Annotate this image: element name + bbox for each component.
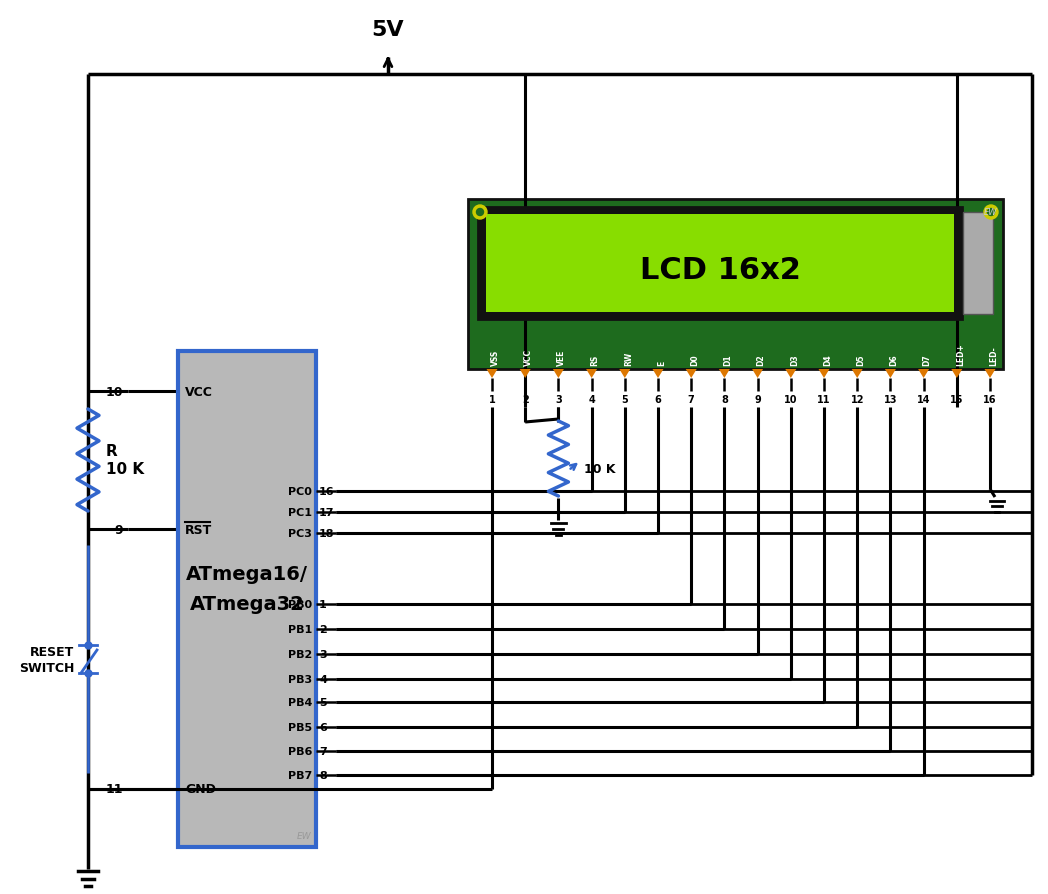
Text: PB3: PB3 [288, 674, 312, 684]
Text: D5: D5 [856, 354, 866, 366]
Text: GND: GND [185, 782, 216, 796]
Circle shape [984, 206, 998, 220]
Text: VCC: VCC [185, 385, 213, 398]
Text: PC1: PC1 [288, 508, 312, 518]
Polygon shape [719, 369, 729, 378]
Text: RESET: RESET [29, 645, 74, 658]
Text: 16: 16 [983, 394, 997, 405]
Text: 8: 8 [721, 394, 728, 405]
Text: ATmega16/: ATmega16/ [185, 565, 308, 584]
Text: 10: 10 [106, 385, 123, 398]
Text: EW: EW [297, 831, 311, 840]
Bar [478, 207, 962, 320]
Text: 2: 2 [522, 394, 528, 405]
Text: EW: EW [983, 207, 997, 216]
Text: 4: 4 [588, 394, 595, 405]
Polygon shape [852, 369, 863, 378]
Text: 10: 10 [784, 394, 798, 405]
Text: 1: 1 [319, 599, 327, 610]
Text: 10 K: 10 K [585, 462, 616, 476]
Bar [963, 213, 994, 315]
Text: VSS: VSS [492, 350, 500, 366]
Polygon shape [553, 369, 564, 378]
Text: 13: 13 [883, 394, 897, 405]
Text: 18: 18 [319, 528, 334, 538]
Text: D1: D1 [723, 354, 733, 366]
Text: LCD 16x2: LCD 16x2 [639, 255, 801, 284]
Text: RS: RS [591, 354, 599, 366]
Text: LED-: LED- [989, 346, 998, 366]
Polygon shape [785, 369, 796, 378]
Text: 16: 16 [319, 486, 334, 496]
Polygon shape [685, 369, 697, 378]
Polygon shape [984, 369, 996, 378]
Text: PB2: PB2 [288, 649, 312, 659]
Text: VCC: VCC [524, 349, 533, 366]
Polygon shape [952, 369, 962, 378]
Polygon shape [586, 369, 597, 378]
Text: 5V: 5V [372, 20, 405, 40]
Bar [486, 215, 954, 313]
Text: 3: 3 [555, 394, 562, 405]
Polygon shape [818, 369, 830, 378]
Polygon shape [653, 369, 663, 378]
Text: PC0: PC0 [288, 486, 312, 496]
Text: 3: 3 [319, 649, 327, 659]
Text: 8: 8 [319, 770, 327, 780]
Text: 4: 4 [319, 674, 327, 684]
Text: D0: D0 [691, 354, 699, 366]
Text: D7: D7 [922, 354, 932, 366]
Text: PB5: PB5 [288, 722, 312, 732]
Text: RW: RW [624, 351, 633, 366]
Polygon shape [885, 369, 896, 378]
Text: PB6: PB6 [287, 746, 312, 756]
Text: 9: 9 [114, 523, 123, 536]
Text: R: R [106, 443, 117, 458]
Polygon shape [486, 369, 498, 378]
Polygon shape [520, 369, 530, 378]
Text: D2: D2 [757, 354, 766, 366]
Text: PB0: PB0 [288, 599, 312, 610]
Circle shape [477, 209, 483, 216]
Text: 12: 12 [850, 394, 864, 405]
Text: PB4: PB4 [287, 697, 312, 707]
Text: SWITCH: SWITCH [19, 661, 74, 674]
Text: 10 K: 10 K [106, 461, 145, 476]
Text: RST: RST [185, 523, 213, 536]
Text: 6: 6 [655, 394, 661, 405]
Bar [178, 351, 316, 847]
Text: 14: 14 [917, 394, 931, 405]
Bar [468, 199, 1003, 369]
Text: 11: 11 [106, 782, 123, 796]
Text: 11: 11 [817, 394, 831, 405]
Text: ATmega32: ATmega32 [190, 595, 304, 614]
Text: 1: 1 [488, 394, 496, 405]
Text: PB1: PB1 [288, 624, 312, 634]
Circle shape [987, 209, 995, 216]
Text: PC3: PC3 [288, 528, 312, 538]
Text: 9: 9 [755, 394, 761, 405]
Text: 15: 15 [951, 394, 963, 405]
Text: E: E [657, 360, 665, 366]
Text: VEE: VEE [558, 350, 566, 366]
Text: LED+: LED+ [956, 343, 965, 366]
Polygon shape [619, 369, 630, 378]
Text: 5: 5 [621, 394, 628, 405]
Text: 6: 6 [319, 722, 327, 732]
Text: D6: D6 [890, 354, 898, 366]
Text: 5: 5 [319, 697, 327, 707]
Polygon shape [752, 369, 763, 378]
Text: PB7: PB7 [288, 770, 312, 780]
Text: D3: D3 [790, 354, 799, 366]
Text: 2: 2 [319, 624, 327, 634]
Polygon shape [918, 369, 930, 378]
Text: D4: D4 [823, 354, 832, 366]
Text: 7: 7 [687, 394, 695, 405]
Text: 7: 7 [319, 746, 327, 756]
Circle shape [473, 206, 487, 220]
Text: 17: 17 [319, 508, 334, 518]
